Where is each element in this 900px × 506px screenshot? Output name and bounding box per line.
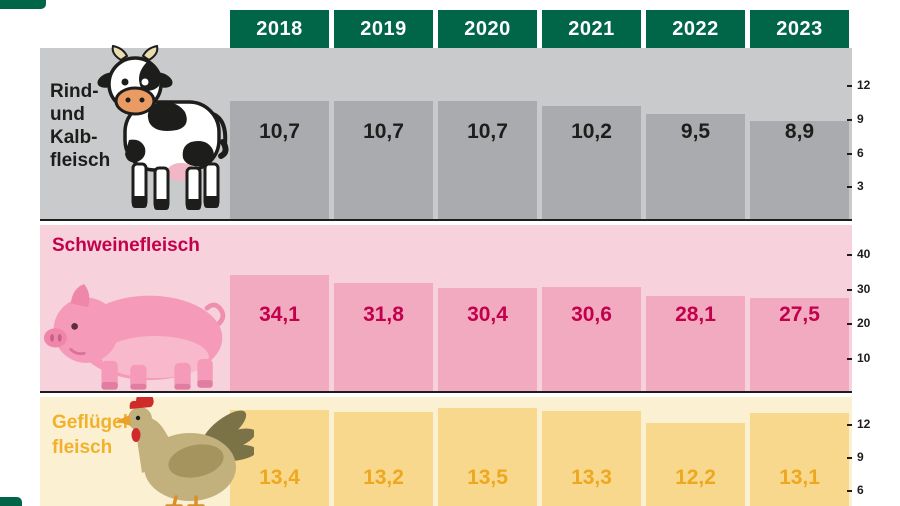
axis-label-schwein-10: 10: [857, 351, 871, 365]
axis-label-rind-9: 9: [857, 112, 864, 126]
axis-tick-gefluegel-12: [847, 424, 852, 426]
bar-gefluegel-2022: [646, 423, 745, 506]
axis-label-schwein-40: 40: [857, 247, 871, 261]
value-rind-2018: 10,7: [259, 120, 300, 143]
bar-schwein-2019: [334, 283, 433, 393]
year-header-2021: 2021: [542, 10, 641, 48]
chicken-illustration: [116, 397, 254, 506]
year-header-2020: 2020: [438, 10, 537, 48]
value-schwein-2020: 30,4: [467, 303, 508, 326]
band-gefluegel: 13,4 13,2 13,5 13,3 12,2 13,1: [40, 397, 852, 506]
bar-rind-2018: [230, 101, 329, 221]
axis-tick-rind-3: [847, 186, 852, 188]
value-rind-2020: 10,7: [467, 120, 508, 143]
value-rind-2021: 10,2: [571, 120, 612, 143]
bar-rind-2023: [750, 121, 849, 221]
axis-label-gefluegel-12: 12: [857, 417, 871, 431]
value-gefluegel-2019: 13,2: [363, 466, 404, 489]
value-schwein-2019: 31,8: [363, 303, 404, 326]
value-schwein-2023: 27,5: [779, 303, 820, 326]
bar-gefluegel-2023: [750, 413, 849, 506]
year-header-2023: 2023: [750, 10, 849, 48]
bar-schwein-2020: [438, 288, 537, 393]
value-schwein-2022: 28,1: [675, 303, 716, 326]
axis-tick-rind-9: [847, 119, 852, 121]
bar-schwein-2021: [542, 287, 641, 393]
cow-illustration: [97, 44, 229, 210]
label-beef: Rind- und Kalb- fleisch: [50, 80, 110, 172]
value-gefluegel-2018: 13,4: [259, 466, 300, 489]
axis-tick-rind-12: [847, 85, 852, 87]
pig-illustration: [43, 284, 226, 390]
value-rind-2019: 10,7: [363, 120, 404, 143]
frame-accent-bottom-left: [0, 497, 22, 506]
year-header-2018: 2018: [230, 10, 329, 48]
bar-rind-2020: [438, 101, 537, 221]
label-poultry-line: Geflügel-: [52, 412, 135, 433]
bar-rind-2022: [646, 114, 745, 221]
bar-schwein-2022: [646, 296, 745, 393]
axis-tick-gefluegel-9: [847, 457, 852, 459]
value-gefluegel-2020: 13,5: [467, 466, 508, 489]
axis-label-gefluegel-9: 9: [857, 450, 864, 464]
value-gefluegel-2021: 13,3: [571, 466, 612, 489]
axis-tick-schwein-40: [847, 254, 852, 256]
label-beef-line: Kalb-: [50, 127, 98, 148]
frame-accent-top-left: [0, 0, 46, 9]
baseline-schwein: [40, 391, 852, 393]
bar-schwein-2023: [750, 298, 849, 393]
baseline-rind: [40, 219, 852, 221]
axis-tick-schwein-20: [847, 323, 852, 325]
bar-rind-2021: [542, 106, 641, 221]
axis-tick-gefluegel-6: [847, 490, 852, 492]
axis-label-rind-12: 12: [857, 78, 871, 92]
value-schwein-2021: 30,6: [571, 303, 612, 326]
bar-gefluegel-2020: [438, 408, 537, 506]
value-schwein-2018: 34,1: [259, 303, 300, 326]
value-gefluegel-2022: 12,2: [675, 466, 716, 489]
year-header-2022: 2022: [646, 10, 745, 48]
year-header-2019: 2019: [334, 10, 433, 48]
axis-tick-schwein-30: [847, 289, 852, 291]
bar-rind-2019: [334, 101, 433, 221]
value-rind-2023: 8,9: [784, 120, 815, 143]
axis-label-rind-6: 6: [857, 146, 864, 160]
bar-schwein-2018: [230, 275, 329, 393]
axis-label-rind-3: 3: [857, 179, 864, 193]
label-beef-line: und: [50, 104, 85, 125]
value-rind-2022: 9,5: [680, 120, 711, 143]
axis-label-schwein-20: 20: [857, 316, 871, 330]
value-gefluegel-2023: 13,1: [779, 466, 820, 489]
axis-label-schwein-30: 30: [857, 282, 871, 296]
label-beef-line: fleisch: [50, 150, 111, 171]
bar-gefluegel-2021: [542, 411, 641, 506]
label-pork: Schweinefleisch: [52, 235, 200, 256]
axis-tick-rind-6: [847, 153, 852, 155]
axis-tick-schwein-10: [847, 358, 852, 360]
label-poultry-line: fleisch: [52, 437, 113, 458]
axis-label-gefluegel-6: 6: [857, 483, 864, 497]
label-poultry: Geflügel- fleisch: [52, 410, 134, 460]
bar-gefluegel-2019: [334, 412, 433, 506]
label-beef-line: Rind-: [50, 81, 99, 102]
